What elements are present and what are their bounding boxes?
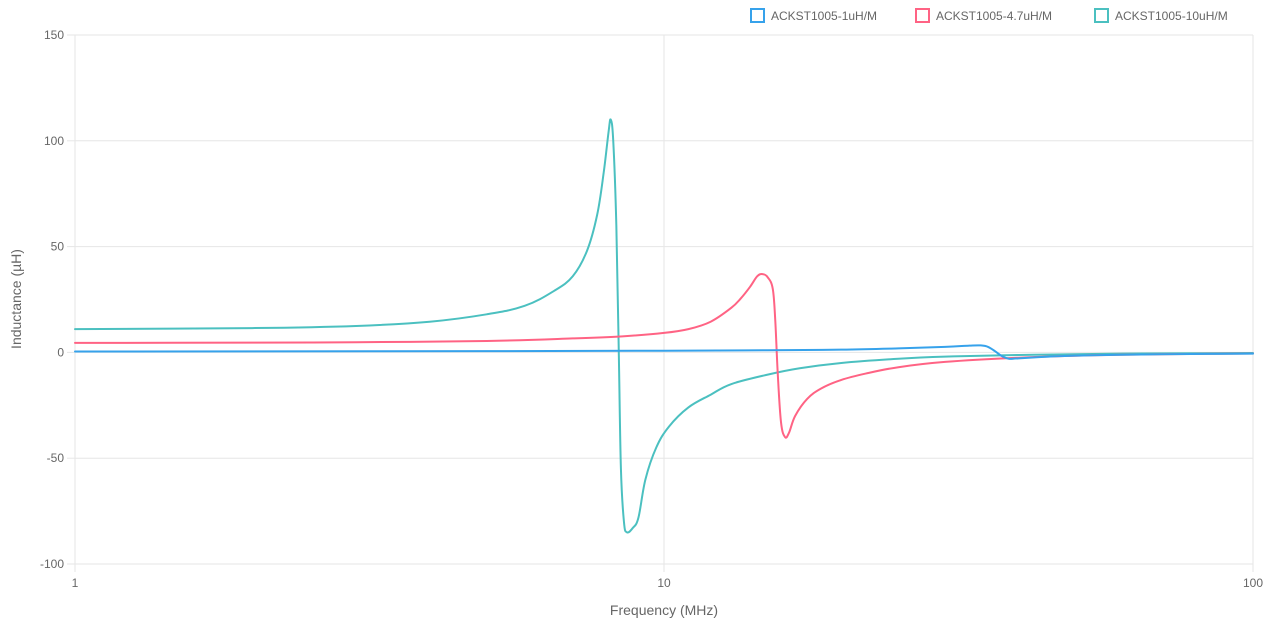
legend-swatch (915, 8, 930, 23)
x-tick-label: 10 (657, 576, 671, 590)
legend-label: ACKST1005-4.7uH/M (936, 9, 1052, 23)
y-tick-label: -100 (40, 557, 64, 571)
series-line-2 (74, 118, 1254, 534)
legend-swatch (1094, 8, 1109, 23)
series-line-0 (74, 344, 1254, 360)
y-tick-label: 150 (44, 28, 64, 42)
legend: ACKST1005-1uH/M ACKST1005-4.7uH/M ACKST100… (750, 8, 1228, 23)
legend-label: ACKST1005-1uH/M (771, 9, 877, 23)
y-axis-title: Inductance (µH) (8, 249, 24, 349)
x-axis-ticks: 1 10 100 (72, 576, 1264, 590)
y-tick-label: 100 (44, 134, 64, 148)
series-layer (74, 118, 1254, 534)
y-tick-label: -50 (47, 451, 65, 465)
grid (67, 34, 1254, 572)
series-line-1 (74, 273, 1254, 439)
y-tick-label: 0 (57, 345, 64, 359)
legend-swatch (750, 8, 765, 23)
x-axis-title: Frequency (MHz) (610, 602, 718, 618)
x-tick-label: 1 (72, 576, 79, 590)
y-tick-label: 50 (51, 240, 65, 254)
x-tick-label: 100 (1243, 576, 1263, 590)
y-axis-ticks: 150 100 50 0 -50 -100 (40, 28, 64, 571)
legend-label: ACKST1005-10uH/M (1115, 9, 1228, 23)
